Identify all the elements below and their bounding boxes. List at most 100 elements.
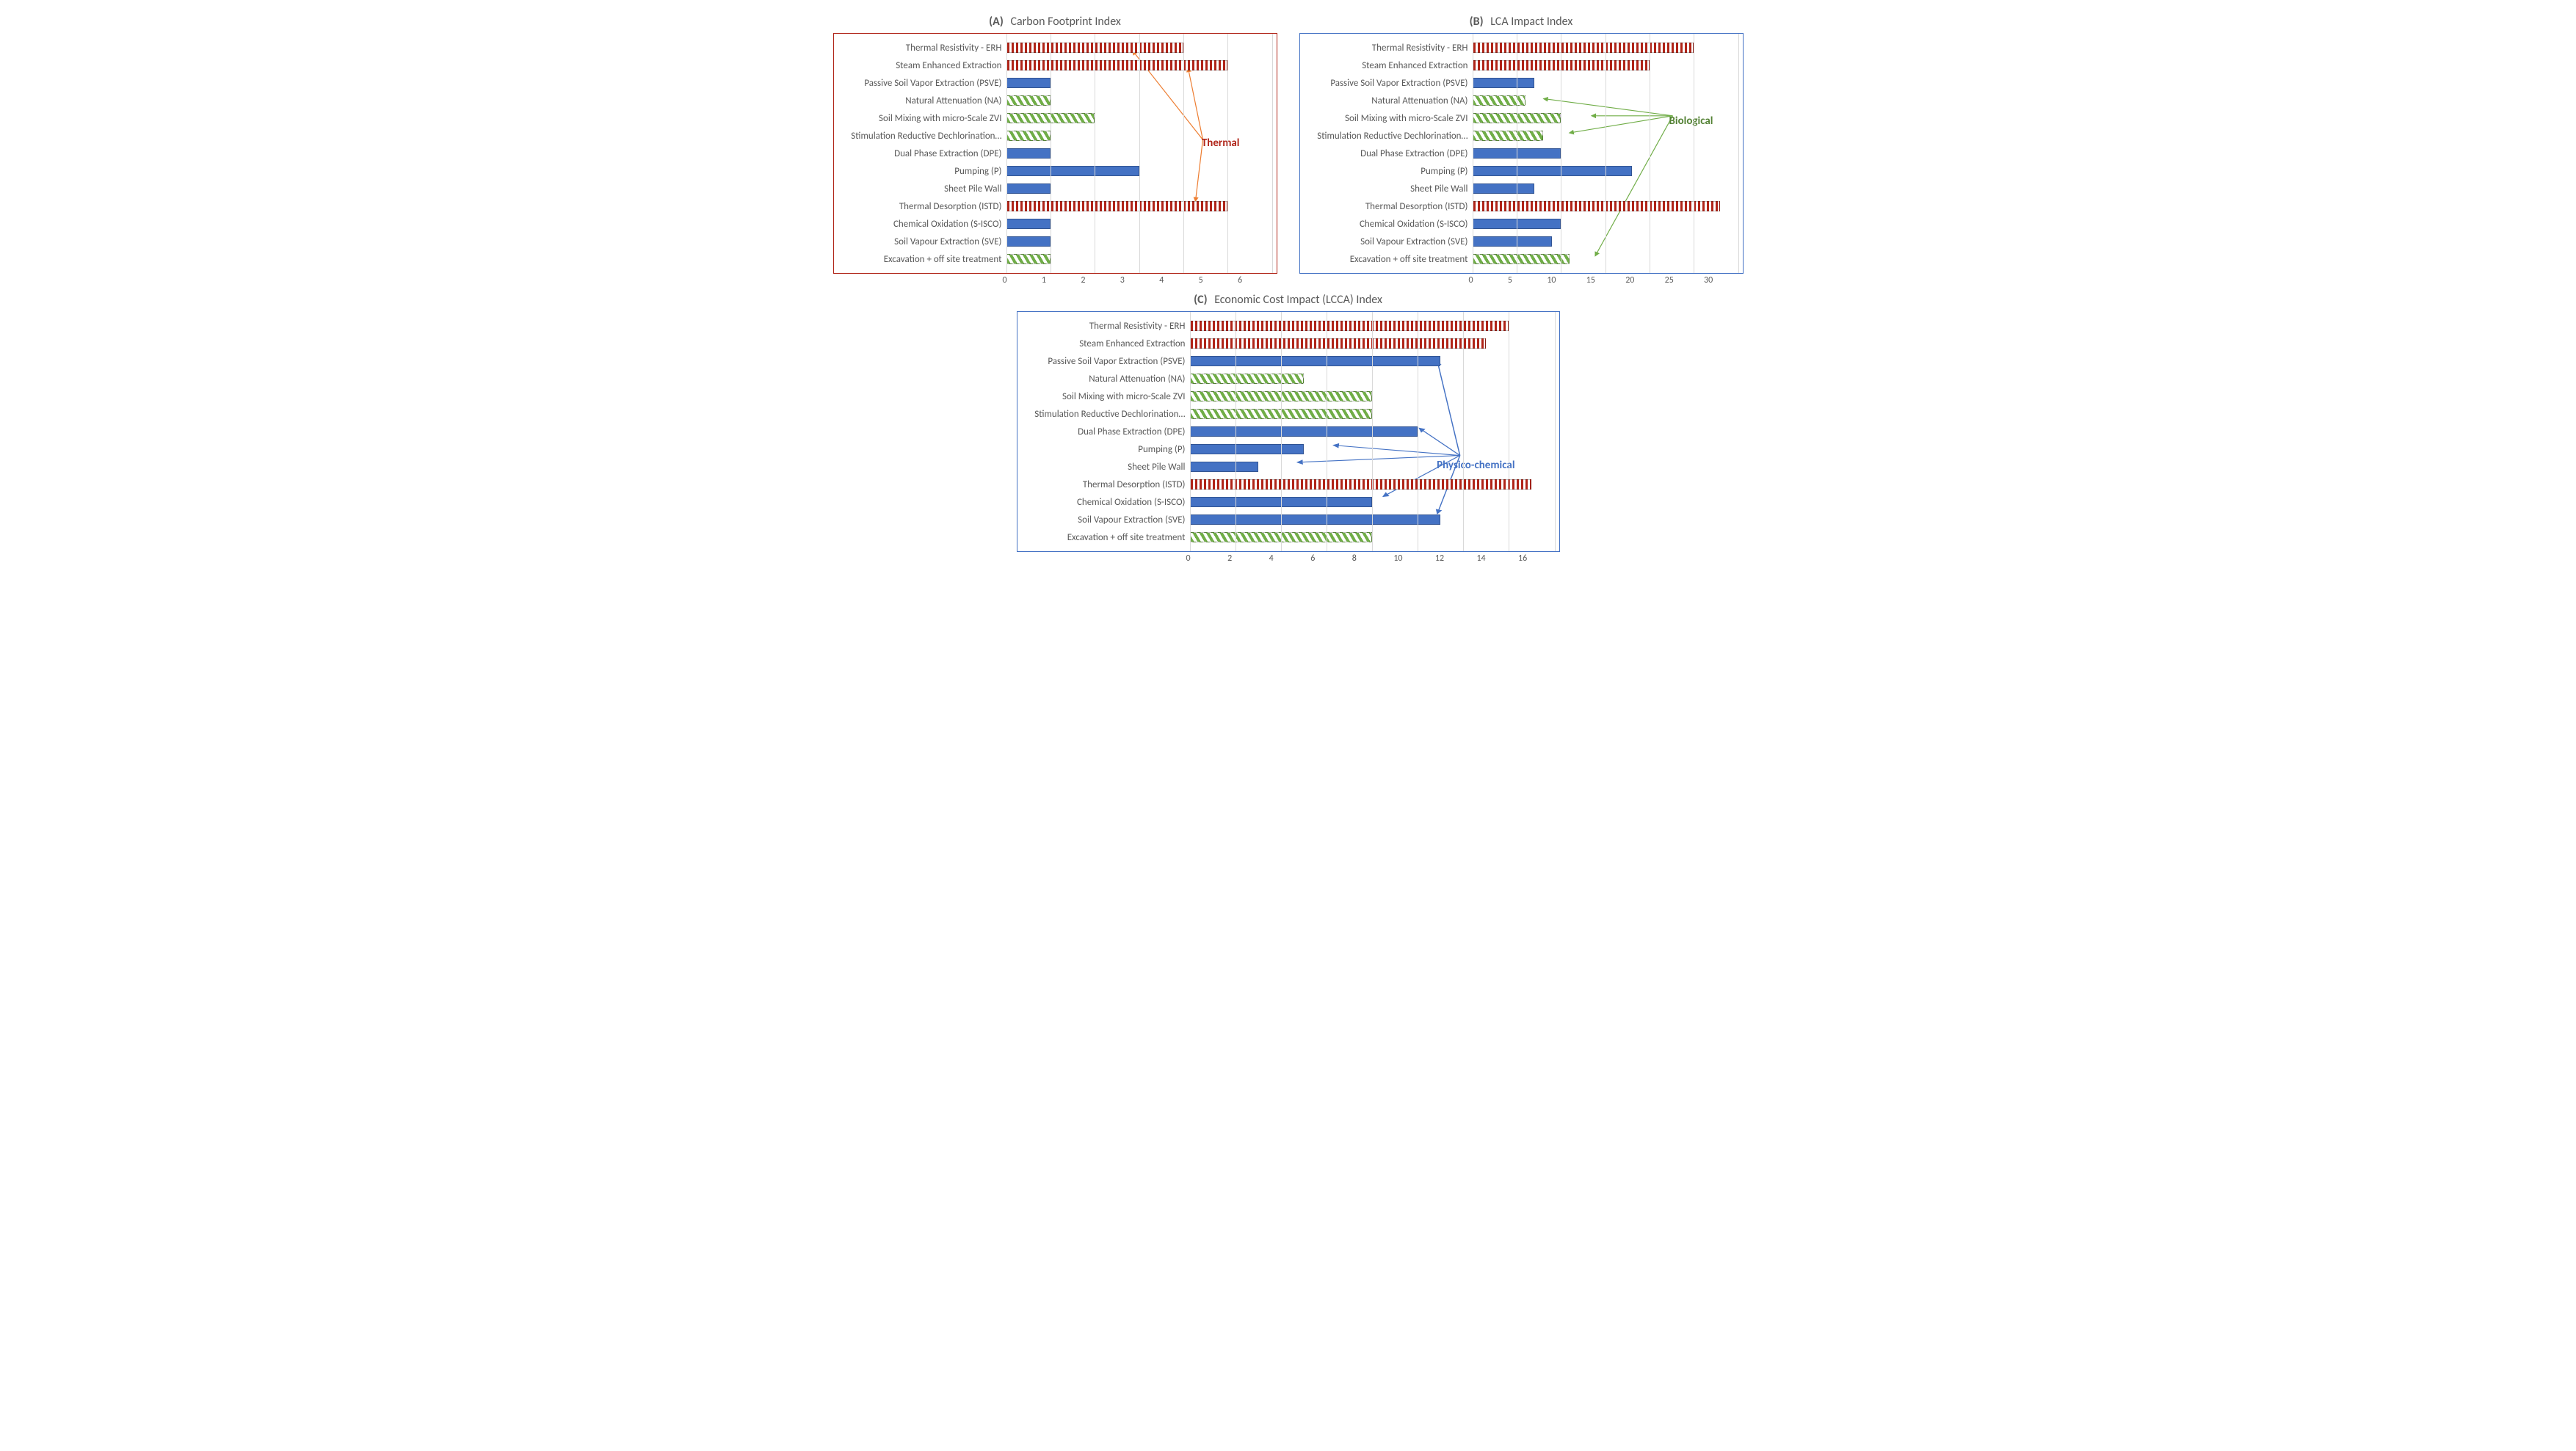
table-row: Soil Vapour Extraction (SVE)	[1017, 512, 1555, 528]
bar	[1473, 254, 1570, 264]
table-row: Stimulation Reductive Dechlorination…	[1300, 128, 1738, 144]
category-label: Chemical Oxidation (S-ISCO)	[834, 219, 1006, 230]
bar	[1006, 166, 1139, 176]
table-row: Excavation + off site treatment	[1300, 251, 1738, 267]
table-row: Thermal Desorption (ISTD)	[834, 198, 1272, 214]
bar	[1473, 131, 1544, 141]
x-tick: 4	[1269, 553, 1311, 564]
table-row: Thermal Desorption (ISTD)	[1017, 476, 1555, 492]
table-row: Thermal Resistivity - ERH	[834, 40, 1272, 56]
table-row: Steam Enhanced Extraction	[1300, 57, 1738, 73]
bar	[1190, 514, 1441, 525]
category-label: Steam Enhanced Extraction	[1017, 338, 1190, 349]
category-label: Sheet Pile Wall	[1300, 183, 1473, 194]
category-label: Steam Enhanced Extraction	[1300, 60, 1473, 71]
table-row: Thermal Resistivity - ERH	[1017, 318, 1555, 334]
category-label: Steam Enhanced Extraction	[834, 60, 1006, 71]
bar-track	[1006, 75, 1272, 91]
x-tick: 10	[1547, 275, 1586, 286]
category-label: Dual Phase Extraction (DPE)	[1017, 426, 1190, 437]
bar	[1190, 374, 1304, 384]
bar	[1190, 444, 1304, 454]
table-row: Steam Enhanced Extraction	[834, 57, 1272, 73]
category-label: Thermal Resistivity - ERH	[1017, 321, 1190, 332]
category-label: Natural Attenuation (NA)	[1300, 95, 1473, 106]
x-tick: 6	[1238, 275, 1277, 286]
category-label: Natural Attenuation (NA)	[834, 95, 1006, 106]
x-tick: 0	[1003, 275, 1042, 286]
bar-track	[1473, 128, 1738, 144]
bar-track	[1190, 441, 1555, 457]
category-label: Chemical Oxidation (S-ISCO)	[1300, 219, 1473, 230]
bar	[1006, 78, 1051, 88]
panel-a-xaxis: 0123456	[1006, 275, 1277, 286]
category-label: Thermal Desorption (ISTD)	[1300, 201, 1473, 212]
category-label: Excavation + off site treatment	[1300, 254, 1473, 265]
category-label: Sheet Pile Wall	[834, 183, 1006, 194]
category-label: Soil Vapour Extraction (SVE)	[834, 236, 1006, 247]
bar-track	[1473, 216, 1738, 232]
category-label: Pumping (P)	[1017, 444, 1190, 455]
table-row: Soil Mixing with micro-Scale ZVI	[1300, 110, 1738, 126]
x-tick: 30	[1704, 275, 1743, 286]
bar	[1190, 356, 1441, 366]
figure-grid: (A) Carbon Footprint Index Thermal Therm…	[833, 15, 1744, 564]
table-row: Dual Phase Extraction (DPE)	[1300, 145, 1738, 161]
panel-b-chart: Biological Thermal Resistivity - ERHStea…	[1299, 33, 1744, 286]
bar	[1006, 43, 1183, 53]
table-row: Soil Vapour Extraction (SVE)	[834, 233, 1272, 250]
bar	[1473, 60, 1650, 70]
bar	[1006, 60, 1228, 70]
bar-track	[1190, 335, 1555, 352]
x-tick: 0	[1186, 553, 1228, 564]
x-tick: 4	[1159, 275, 1198, 286]
table-row: Sheet Pile Wall	[1017, 459, 1555, 475]
bar	[1006, 236, 1051, 247]
bar-track	[1190, 512, 1555, 528]
category-label: Stimulation Reductive Dechlorination…	[1017, 409, 1190, 420]
bar	[1473, 43, 1694, 53]
panel-a-title: (A) Carbon Footprint Index	[833, 15, 1277, 29]
table-row: Soil Vapour Extraction (SVE)	[1300, 233, 1738, 250]
category-label: Thermal Resistivity - ERH	[834, 43, 1006, 54]
category-label: Excavation + off site treatment	[1017, 532, 1190, 543]
table-row: Pumping (P)	[1300, 163, 1738, 179]
bar-track	[1006, 128, 1272, 144]
bar	[1473, 219, 1561, 229]
bar-track	[1190, 353, 1555, 369]
table-row: Passive Soil Vapor Extraction (PSVE)	[1017, 353, 1555, 369]
table-row: Natural Attenuation (NA)	[834, 92, 1272, 109]
table-row: Steam Enhanced Extraction	[1017, 335, 1555, 352]
table-row: Dual Phase Extraction (DPE)	[1017, 423, 1555, 440]
panel-c-title-text: Economic Cost Impact (LCCA) Index	[1214, 293, 1382, 307]
bar-track	[1190, 476, 1555, 492]
bar-track	[1190, 529, 1555, 545]
bar-track	[1473, 145, 1738, 161]
panel-b: (B) LCA Impact Index Biological Thermal …	[1299, 15, 1744, 286]
bar-track	[1006, 198, 1272, 214]
table-row: Chemical Oxidation (S-ISCO)	[1300, 216, 1738, 232]
panel-c-xaxis: 0246810121416	[1189, 553, 1560, 564]
bar-track	[1473, 198, 1738, 214]
x-tick: 1	[1042, 275, 1081, 286]
x-tick: 2	[1081, 275, 1120, 286]
bar-track	[1006, 110, 1272, 126]
bar	[1190, 479, 1532, 490]
category-label: Dual Phase Extraction (DPE)	[1300, 148, 1473, 159]
panel-a-title-text: Carbon Footprint Index	[1010, 15, 1120, 29]
category-label: Natural Attenuation (NA)	[1017, 374, 1190, 385]
table-row: Dual Phase Extraction (DPE)	[834, 145, 1272, 161]
bar-track	[1473, 110, 1738, 126]
category-label: Chemical Oxidation (S-ISCO)	[1017, 497, 1190, 508]
table-row: Excavation + off site treatment	[1017, 529, 1555, 545]
x-tick: 0	[1469, 275, 1508, 286]
x-tick: 25	[1665, 275, 1704, 286]
bar-track	[1473, 92, 1738, 109]
panel-b-xaxis: 051015202530	[1472, 275, 1744, 286]
bar-track	[1190, 494, 1555, 510]
x-tick: 6	[1310, 553, 1352, 564]
bar-track	[1006, 163, 1272, 179]
table-row: Chemical Oxidation (S-ISCO)	[834, 216, 1272, 232]
panel-b-plot: Biological Thermal Resistivity - ERHStea…	[1299, 33, 1744, 274]
bar-track	[1006, 216, 1272, 232]
